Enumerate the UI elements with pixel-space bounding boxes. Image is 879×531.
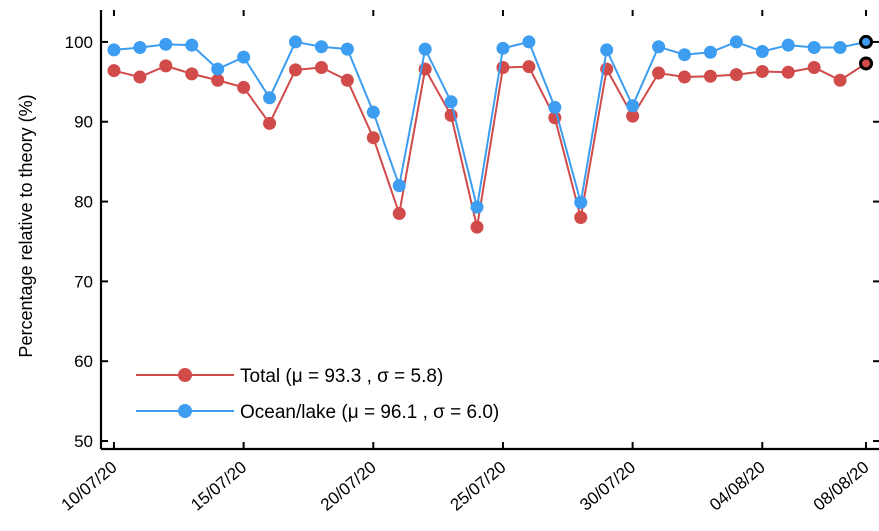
data-point — [730, 68, 743, 81]
data-point — [652, 67, 665, 80]
x-tick-label: 25/07/20 — [447, 458, 510, 515]
series-line — [114, 63, 866, 227]
data-point — [315, 61, 328, 74]
y-tick-label: 90 — [74, 113, 93, 132]
data-point — [522, 60, 535, 73]
x-tick-label: 30/07/20 — [576, 458, 639, 515]
data-point — [782, 39, 795, 52]
data-point — [107, 43, 120, 56]
data-point — [782, 66, 795, 79]
data-point — [237, 81, 250, 94]
legend-label: Total (μ = 93.3 , σ = 5.8) — [240, 366, 443, 387]
data-point — [496, 42, 509, 55]
data-point — [367, 131, 380, 144]
legend-item: Ocean/lake (μ = 96.1 , σ = 6.0) — [136, 402, 499, 423]
y-tick-label: 80 — [74, 193, 93, 212]
data-point — [678, 48, 691, 61]
x-tick-label: 04/08/20 — [706, 458, 769, 515]
data-point — [393, 207, 406, 220]
y-axis-ticks: 50 60 70 80 90 100 — [65, 33, 879, 451]
data-point — [315, 40, 328, 53]
data-point — [861, 58, 872, 69]
data-point — [678, 71, 691, 84]
data-point — [471, 201, 484, 214]
series-total — [107, 58, 871, 234]
legend-label: Ocean/lake (μ = 96.1 , σ = 6.0) — [240, 402, 499, 423]
x-axis-ticks: 10/07/20 15/07/20 20/07/20 25/07/20 30/07/20… — [58, 10, 873, 515]
data-point — [133, 41, 146, 54]
data-point — [185, 67, 198, 80]
series-layer — [107, 35, 871, 233]
y-tick-label: 100 — [65, 33, 93, 52]
legend-item: Total (μ = 93.3 , σ = 5.8) — [136, 366, 443, 387]
data-point — [548, 101, 561, 114]
data-point — [574, 211, 587, 224]
data-point — [341, 74, 354, 87]
data-point — [159, 38, 172, 51]
data-point — [185, 39, 198, 52]
data-point — [834, 74, 847, 87]
data-point — [341, 43, 354, 56]
data-point — [522, 35, 535, 48]
legend-marker — [178, 368, 192, 382]
legend: Total (μ = 93.3 , σ = 5.8) Ocean/lake (μ … — [136, 366, 499, 423]
data-point — [133, 71, 146, 84]
series-ocean-lake — [107, 35, 871, 213]
y-tick-label: 70 — [74, 272, 93, 291]
data-point — [393, 179, 406, 192]
data-point — [211, 63, 224, 76]
x-tick-label: 10/07/20 — [58, 458, 121, 515]
data-point — [756, 65, 769, 78]
y-tick-label: 50 — [74, 432, 93, 451]
series-line — [114, 42, 866, 207]
x-tick-label: 20/07/20 — [317, 458, 380, 515]
data-point — [107, 64, 120, 77]
data-point — [237, 51, 250, 64]
data-point — [367, 106, 380, 119]
data-point — [445, 95, 458, 108]
data-point — [626, 99, 639, 112]
data-point — [211, 74, 224, 87]
data-point — [652, 40, 665, 53]
data-point — [471, 221, 484, 234]
data-point — [730, 35, 743, 48]
data-point — [600, 43, 613, 56]
data-point — [756, 45, 769, 58]
data-point — [263, 91, 276, 104]
data-point — [704, 70, 717, 83]
data-point — [574, 196, 587, 209]
data-point — [704, 46, 717, 59]
x-tick-label: 15/07/20 — [187, 458, 250, 515]
data-point — [159, 59, 172, 72]
data-point — [808, 61, 821, 74]
data-point — [289, 63, 302, 76]
y-axis-label: Percentage relative to theory (%) — [16, 94, 36, 357]
data-point — [861, 36, 872, 47]
data-point — [834, 41, 847, 54]
data-point — [808, 41, 821, 54]
legend-marker — [178, 404, 192, 418]
data-point — [419, 43, 432, 56]
y-tick-label: 60 — [74, 352, 93, 371]
data-point — [289, 35, 302, 48]
x-tick-label: 08/08/20 — [810, 458, 873, 515]
data-point — [263, 117, 276, 130]
